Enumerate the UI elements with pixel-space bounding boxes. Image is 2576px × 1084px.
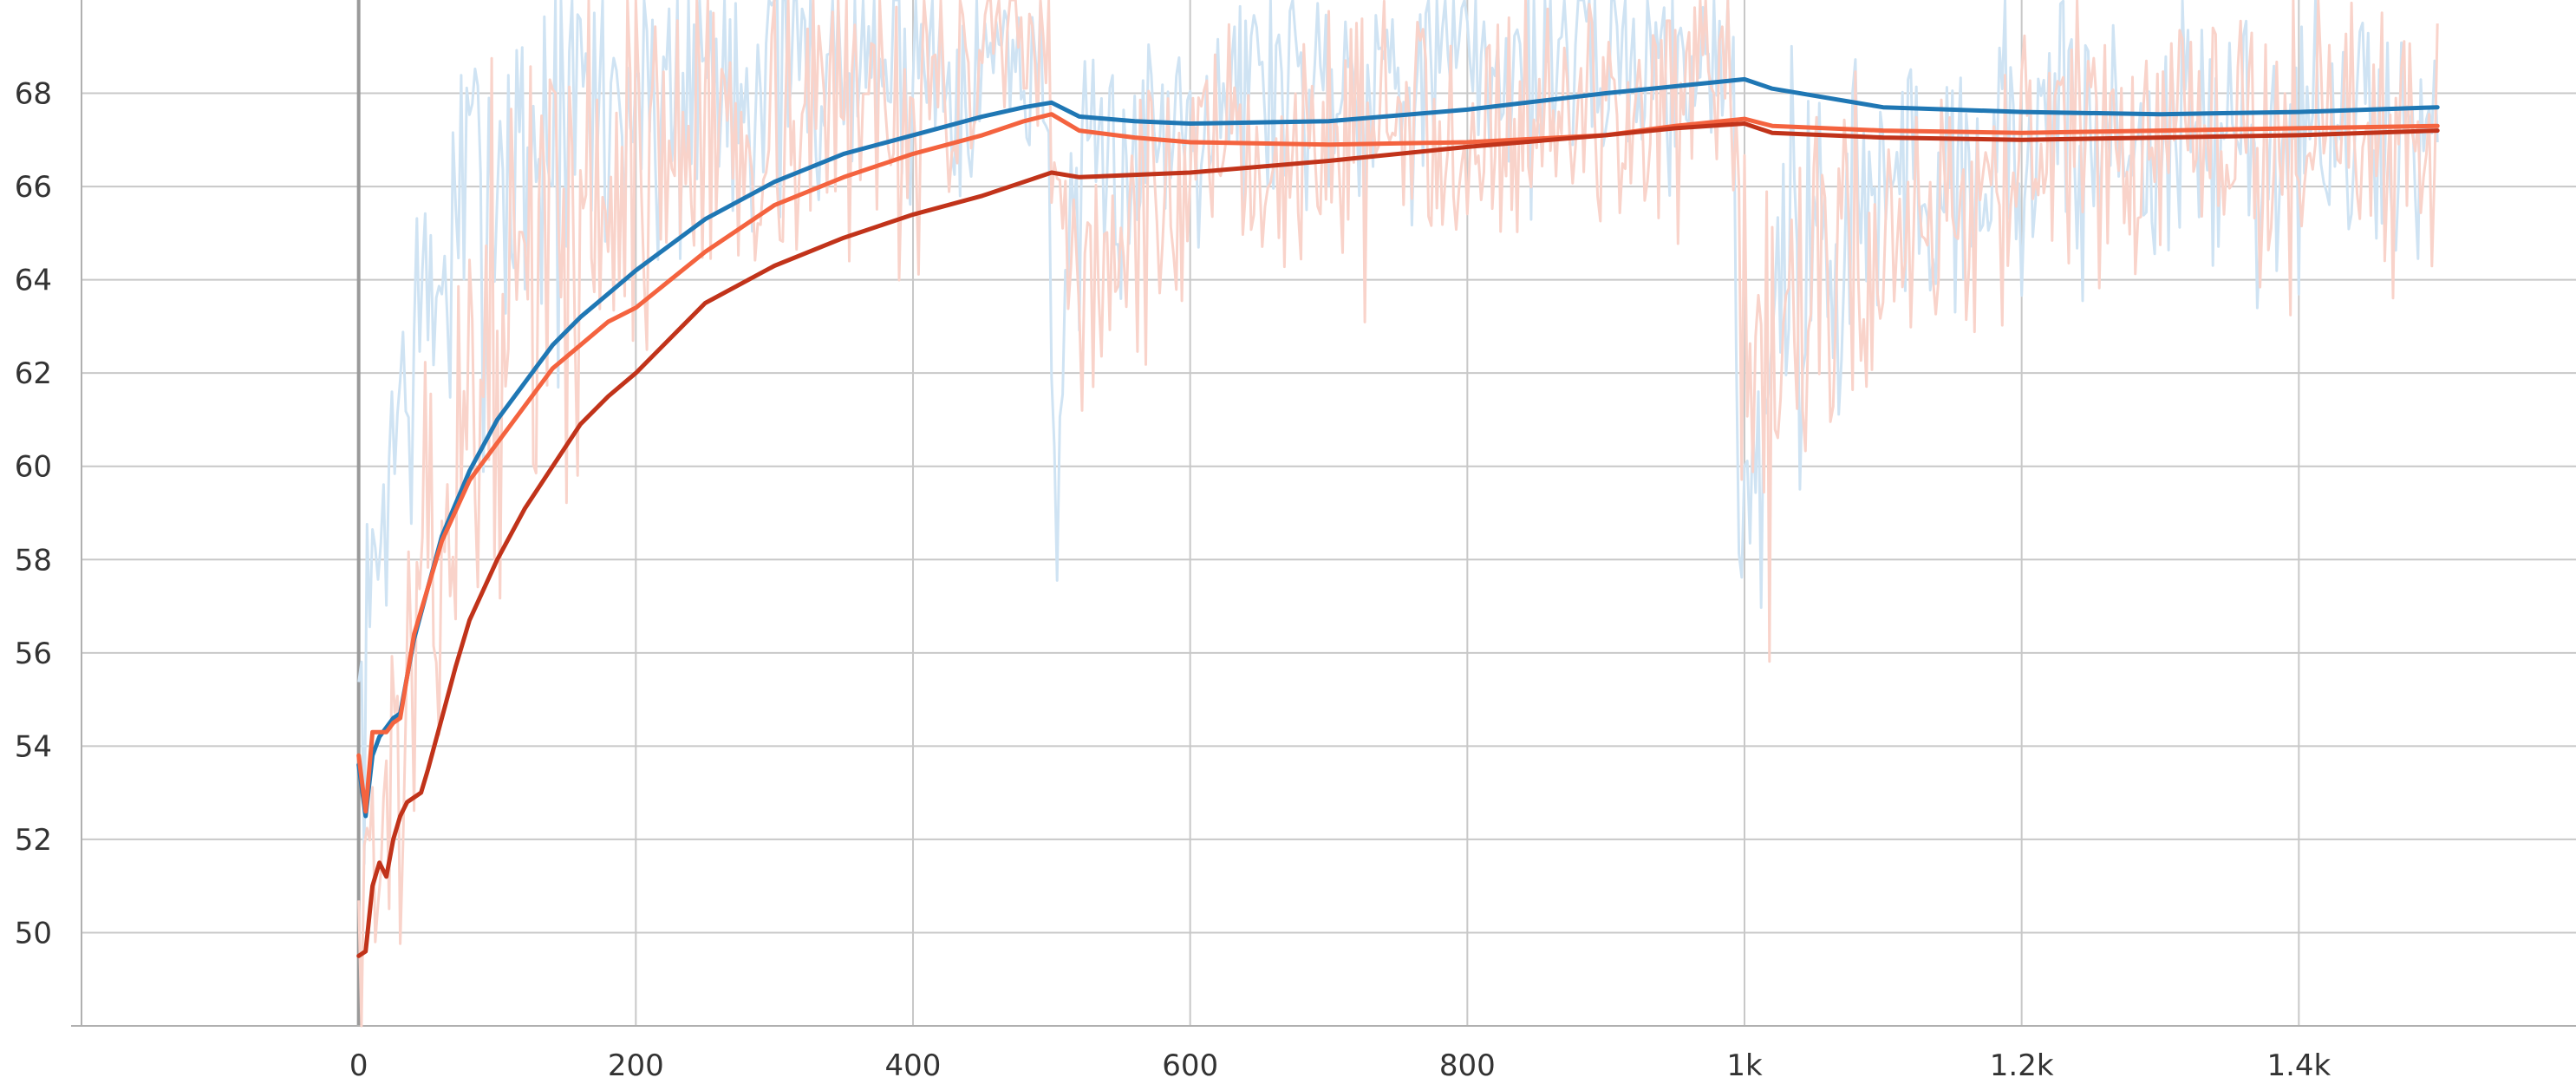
raw-series-line bbox=[357, 0, 2439, 1028]
series-line bbox=[356, 121, 2440, 958]
y-tick-label: 62 bbox=[15, 356, 52, 391]
series-line bbox=[356, 112, 2440, 814]
y-tick-label: 64 bbox=[15, 264, 52, 298]
y-tick-label: 52 bbox=[15, 823, 52, 858]
x-tick-label: 200 bbox=[608, 1048, 664, 1083]
raw-series-layer bbox=[357, 0, 2439, 1028]
y-tick-label: 50 bbox=[15, 916, 52, 950]
x-tick-label: 0 bbox=[349, 1048, 368, 1083]
x-tick-label: 400 bbox=[885, 1048, 942, 1083]
tick-labels: 50 52 54 56 58 60 62 64 66 68 0 200 400 600 800 1k 1.2k 1… bbox=[15, 77, 2331, 1083]
smoothed-series-layer bbox=[356, 76, 2440, 958]
x-tick-label: 1k bbox=[1726, 1048, 1763, 1083]
x-tick-label: 800 bbox=[1439, 1048, 1496, 1083]
y-tick-label: 54 bbox=[15, 729, 52, 764]
x-tick-label: 1.4k bbox=[2266, 1048, 2331, 1083]
y-tick-label: 56 bbox=[15, 637, 52, 671]
y-tick-label: 58 bbox=[15, 543, 52, 578]
y-tick-label: 60 bbox=[15, 450, 52, 485]
x-tick-label: 600 bbox=[1162, 1048, 1218, 1083]
x-tick-label: 1.2k bbox=[1990, 1048, 2054, 1083]
y-tick-label: 68 bbox=[15, 77, 52, 112]
y-tick-label: 66 bbox=[15, 170, 52, 205]
